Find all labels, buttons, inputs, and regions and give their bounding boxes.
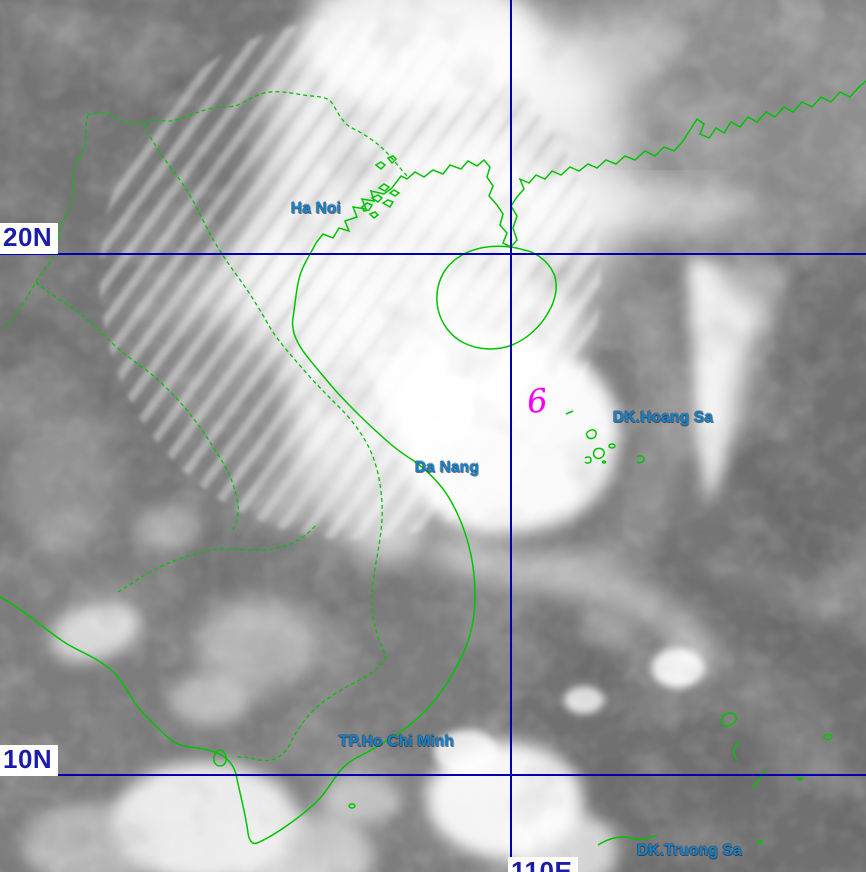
islands-hoang-sa: [565, 410, 645, 464]
islets-ha-long-bay: [361, 155, 401, 219]
coastline-hainan: [436, 245, 557, 350]
latitude-line-10n: [0, 774, 866, 776]
coastline-layer: [0, 80, 866, 846]
tropical-cyclone-number-symbol: 6: [525, 381, 550, 421]
place-label-ho-chi-minh: TP.Ho Chi Minh: [339, 733, 455, 750]
place-label-hoang-sa: DK.Hoang Sa: [613, 409, 714, 426]
coastline-vietnam: [0, 242, 476, 845]
longitude-label-110e: 110E: [508, 857, 579, 872]
coastline-china: [315, 80, 866, 248]
border-vietnam-china: [87, 91, 408, 177]
longitude-line-110e: [510, 0, 512, 872]
place-label-hanoi: Ha Noi: [291, 200, 342, 217]
latitude-label-10n: 10N: [0, 745, 59, 777]
latitude-label-20n: 20N: [0, 223, 59, 255]
border-thailand-laos: [35, 281, 239, 531]
border-vietnam-laos-cambodia: [143, 123, 387, 762]
island-phu-quoc: [213, 749, 227, 767]
border-thailand-cambodia: [117, 524, 317, 593]
place-label-truong-sa: DK.Truong Sa: [637, 842, 742, 859]
place-label-danang: Da Nang: [415, 459, 480, 476]
latitude-line-20n: [0, 253, 866, 255]
island-con-son: [348, 803, 356, 809]
islands-truong-sa: [597, 712, 833, 846]
country-borders: [1, 91, 408, 762]
